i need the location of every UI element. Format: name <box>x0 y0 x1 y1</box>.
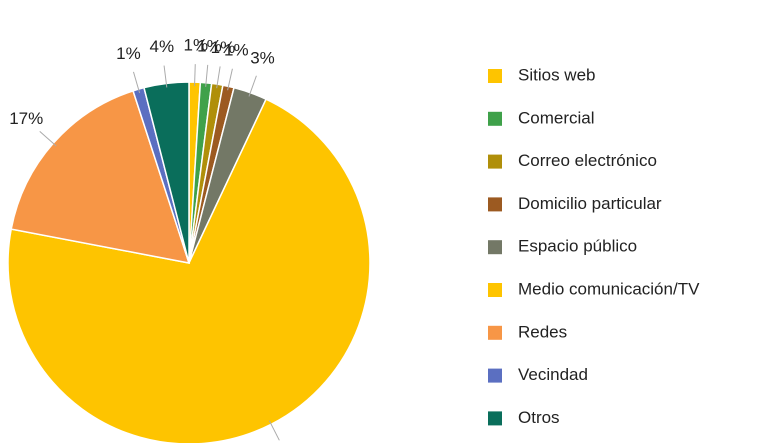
legend-swatch <box>488 154 502 169</box>
data-label: 1% <box>224 41 249 60</box>
legend-swatch <box>488 411 502 426</box>
legend-swatch <box>488 111 502 126</box>
legend-label: Comercial <box>518 108 595 127</box>
data-label: 4% <box>150 37 175 56</box>
legend-label: Otros <box>518 408 560 427</box>
data-label: 1% <box>197 36 222 55</box>
leader-line <box>268 420 280 441</box>
legend-label: Vecindad <box>518 365 588 384</box>
legend-label: Redes <box>518 322 567 341</box>
legend-label: Domicilio particular <box>518 194 662 213</box>
legend-swatch <box>488 325 502 340</box>
leader-line <box>163 65 168 88</box>
legend-swatch <box>488 368 502 383</box>
legend-swatch <box>488 197 502 212</box>
legend-label: Sitios web <box>518 65 595 84</box>
legend-swatch <box>488 240 502 255</box>
leader-line <box>216 66 221 89</box>
legend-swatch <box>488 283 502 297</box>
leader-line <box>205 64 209 87</box>
leader-line <box>133 71 141 94</box>
legend-label: Medio comunicación/TV <box>518 279 700 298</box>
legend-label: Correo electrónico <box>518 151 657 170</box>
data-label: 1% <box>211 38 236 57</box>
data-label: 17% <box>9 109 43 128</box>
data-label: 1% <box>116 44 141 63</box>
leader-line <box>227 68 233 91</box>
legend-label: Espacio público <box>518 237 637 256</box>
leader-line <box>39 131 57 147</box>
leader-line <box>194 64 196 87</box>
data-label: 1% <box>184 36 209 55</box>
data-label: 3% <box>250 48 275 67</box>
leader-line <box>248 75 257 97</box>
legend-swatch <box>488 69 502 83</box>
